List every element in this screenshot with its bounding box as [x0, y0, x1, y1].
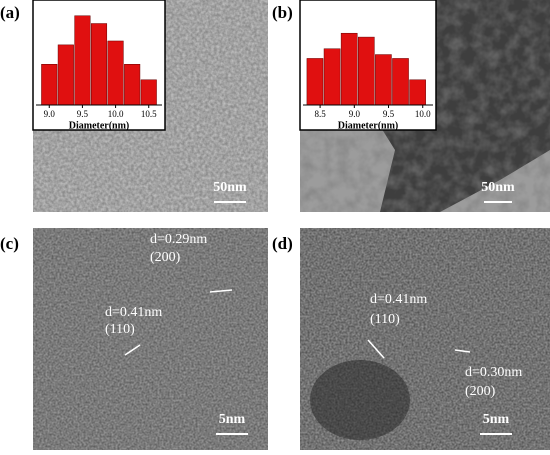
x-axis-label: Diameter(nm)	[69, 120, 130, 131]
histogram-bar	[41, 64, 58, 106]
x-tick-label: 8.5	[314, 109, 326, 119]
lattice-marker	[209, 289, 233, 293]
lattice-annotation: (200)	[465, 384, 496, 399]
histogram-bar	[90, 23, 108, 106]
lattice-annotation: d=0.29nm	[150, 232, 207, 247]
x-tick-label: 9.0	[44, 109, 56, 119]
x-axis-label: Diameter(nm)	[338, 120, 399, 131]
scale-bar-label: 5nm	[483, 412, 510, 427]
x-tick-label: 10.0	[108, 109, 124, 119]
lattice-marker	[367, 339, 385, 359]
x-tick-label: 10.0	[415, 109, 431, 119]
panel-label: (a)	[0, 3, 20, 22]
image-d	[300, 228, 550, 450]
histogram-bar	[392, 58, 409, 106]
scale-bar-label: 50nm	[213, 180, 247, 195]
image-c	[33, 228, 268, 450]
x-tick-label: 9.0	[349, 109, 361, 119]
panel-label: (c)	[0, 234, 19, 253]
lattice-annotation: (110)	[370, 312, 400, 327]
x-tick-label: 9.5	[383, 109, 395, 119]
histogram-bar	[357, 36, 375, 106]
lattice-marker	[454, 349, 471, 353]
panel-label: (b)	[272, 3, 293, 22]
lattice-annotation: (200)	[150, 250, 181, 265]
histogram-bar	[57, 44, 74, 106]
histogram-bar	[409, 79, 426, 106]
lattice-annotation: (110)	[105, 322, 135, 337]
histogram-bar	[74, 15, 91, 106]
histogram-bar	[107, 40, 124, 106]
lattice-annotation: d=0.30nm	[465, 365, 522, 380]
lattice-annotation: d=0.41nm	[370, 292, 427, 307]
histogram-bar	[306, 58, 324, 106]
lattice-annotation: d=0.41nm	[105, 305, 162, 320]
scale-bar-label: 50nm	[481, 180, 515, 195]
histogram-bar	[323, 48, 341, 106]
histogram-bar	[140, 79, 157, 106]
histogram-bar	[375, 54, 392, 106]
panel-label: (d)	[272, 234, 293, 253]
x-tick-label: 9.5	[77, 109, 89, 119]
scale-bar-label: 5nm	[219, 412, 246, 427]
x-tick-label: 10.5	[141, 109, 157, 119]
histogram-bar	[340, 32, 358, 106]
lattice-marker	[124, 344, 141, 356]
histogram-bar	[124, 64, 141, 106]
